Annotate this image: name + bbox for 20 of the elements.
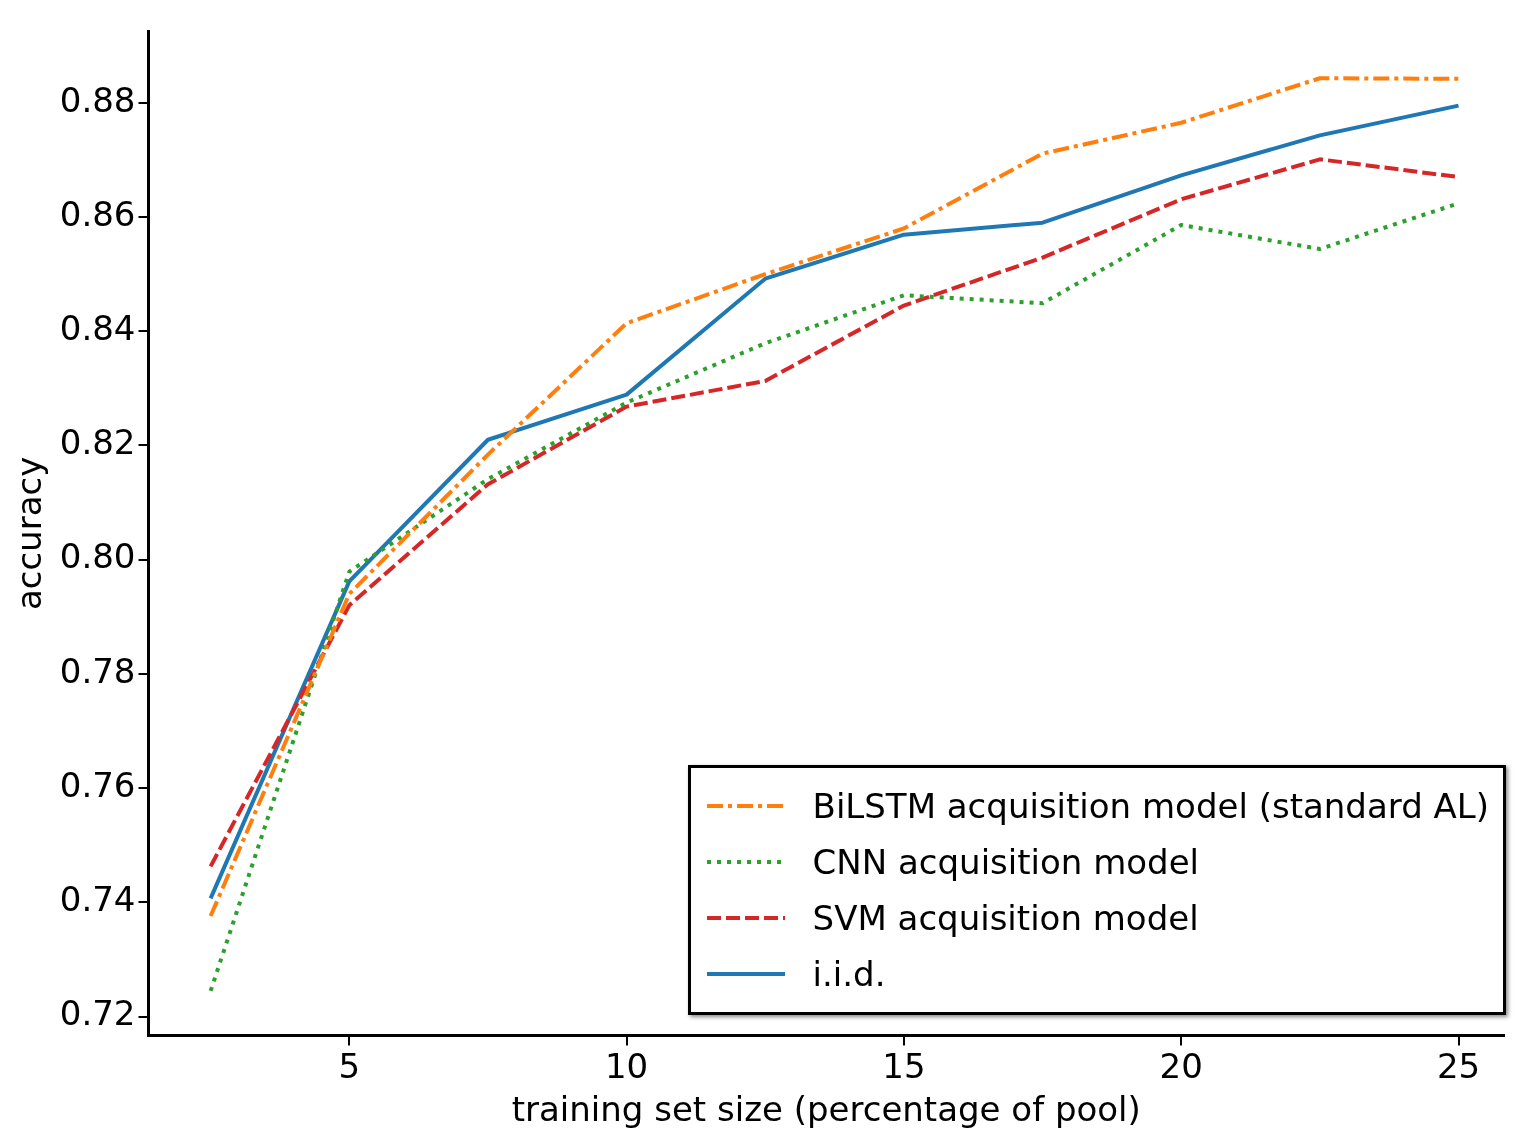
legend-label: CNN acquisition model — [812, 842, 1200, 882]
y-tick-label: 0.84 — [59, 308, 136, 349]
x-tick-label: 5 — [338, 1045, 361, 1086]
y-tick-label: 0.86 — [59, 193, 136, 234]
x-tick-label: 20 — [1159, 1045, 1203, 1086]
y-tick-label: 0.78 — [59, 650, 136, 691]
x-tick-label: 25 — [1436, 1045, 1481, 1086]
y-tick-label: 0.80 — [59, 536, 136, 577]
x-axis-title: training set size (percentage of pool) — [511, 1089, 1141, 1130]
legend-label: SVM acquisition model — [812, 898, 1199, 938]
y-axis-title: accuracy — [9, 456, 50, 611]
y-tick-label: 0.82 — [59, 422, 136, 463]
y-tick-label: 0.88 — [59, 79, 136, 120]
y-tick-label: 0.76 — [59, 764, 136, 805]
x-tick-label: 15 — [882, 1045, 926, 1086]
legend-label: i.i.d. — [812, 954, 886, 994]
x-tick-label: 10 — [604, 1045, 649, 1086]
y-tick-label: 0.74 — [59, 879, 136, 920]
legend-label: BiLSTM acquisition model (standard AL) — [812, 786, 1489, 826]
y-tick-label: 0.72 — [59, 993, 136, 1034]
